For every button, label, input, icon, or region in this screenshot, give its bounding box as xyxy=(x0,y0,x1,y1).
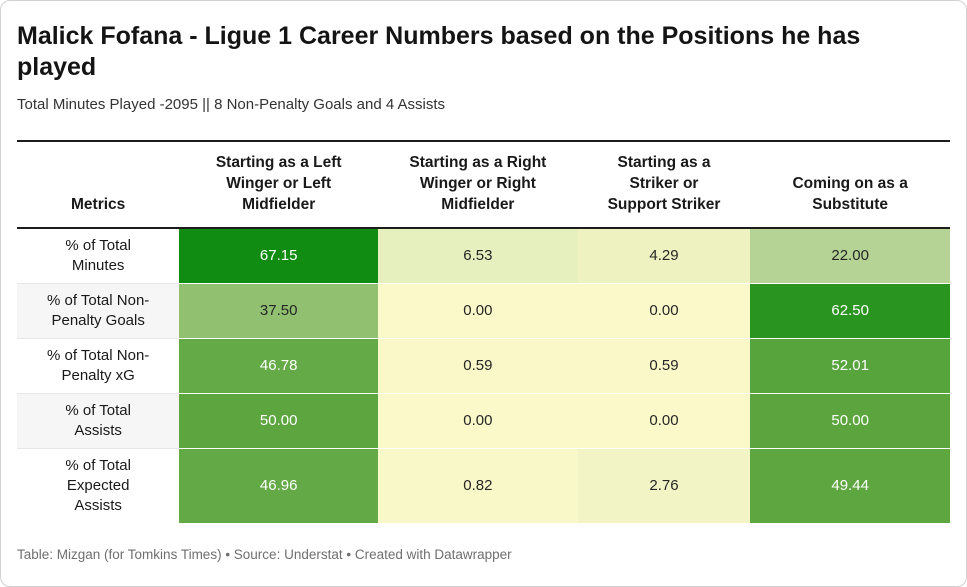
column-header-striker: Starting as a Striker or Support Striker xyxy=(577,140,751,229)
value-cell-right-winger: 0.59 xyxy=(378,338,578,394)
value-cell-left-winger: 67.15 xyxy=(179,228,379,284)
value-cell-striker: 0.00 xyxy=(577,393,751,449)
table-header-row: Metrics Starting as a Left Winger or Left… xyxy=(17,140,950,229)
value-cell-striker: 0.00 xyxy=(577,283,751,339)
value-cell-substitute: 52.01 xyxy=(750,338,950,394)
positions-table: Metrics Starting as a Left Winger or Left… xyxy=(17,140,950,523)
value-cell-right-winger: 0.00 xyxy=(378,283,578,339)
value-cell-striker: 0.59 xyxy=(577,338,751,394)
row-label: % of Total Non- Penalty xG xyxy=(17,338,180,394)
value-cell-striker: 2.76 xyxy=(577,448,751,523)
table-row: % of Total Non- Penalty xG 46.78 0.59 0.59 5… xyxy=(17,338,950,394)
value-cell-substitute: 62.50 xyxy=(750,283,950,339)
value-cell-striker: 4.29 xyxy=(577,228,751,284)
table-row: % of Total Non- Penalty Goals 37.50 0.00 0.… xyxy=(17,283,950,339)
value-cell-left-winger: 46.96 xyxy=(179,448,379,523)
value-cell-left-winger: 46.78 xyxy=(179,338,379,394)
column-header-metrics: Metrics xyxy=(17,140,180,229)
table-header: Metrics Starting as a Left Winger or Left… xyxy=(17,140,950,229)
column-header-substitute: Coming on as a Substitute xyxy=(750,140,950,229)
page-subtitle: Total Minutes Played -2095 || 8 Non-Pena… xyxy=(17,96,446,113)
value-cell-substitute: 22.00 xyxy=(750,228,950,284)
value-cell-right-winger: 6.53 xyxy=(378,228,578,284)
table-row: % of Total Assists 50.00 0.00 0.00 50.00 xyxy=(17,393,950,449)
column-header-right-winger: Starting as a Right Winger or Right Midf… xyxy=(378,140,578,229)
row-label: % of Total Expected Assists xyxy=(17,448,180,523)
page-title: Malick Fofana - Ligue 1 Career Numbers b… xyxy=(17,22,861,81)
table-row: % of Total Expected Assists 46.96 0.82 2.76… xyxy=(17,448,950,523)
row-label: % of Total Minutes xyxy=(17,228,180,284)
value-cell-left-winger: 50.00 xyxy=(179,393,379,449)
value-cell-right-winger: 0.00 xyxy=(378,393,578,449)
column-header-left-winger: Starting as a Left Winger or Left Midfie… xyxy=(179,140,379,229)
value-cell-left-winger: 37.50 xyxy=(179,283,379,339)
value-cell-substitute: 49.44 xyxy=(750,448,950,523)
table-body: % of Total Minutes 67.15 6.53 4.29 22.00% of… xyxy=(17,228,950,523)
value-cell-right-winger: 0.82 xyxy=(378,448,578,523)
row-label: % of Total Assists xyxy=(17,393,180,449)
value-cell-substitute: 50.00 xyxy=(750,393,950,449)
table-footer: Table: Mizgan (for Tomkins Times) • Sour… xyxy=(17,547,512,562)
row-label: % of Total Non- Penalty Goals xyxy=(17,283,180,339)
table-row: % of Total Minutes 67.15 6.53 4.29 22.00 xyxy=(17,228,950,284)
